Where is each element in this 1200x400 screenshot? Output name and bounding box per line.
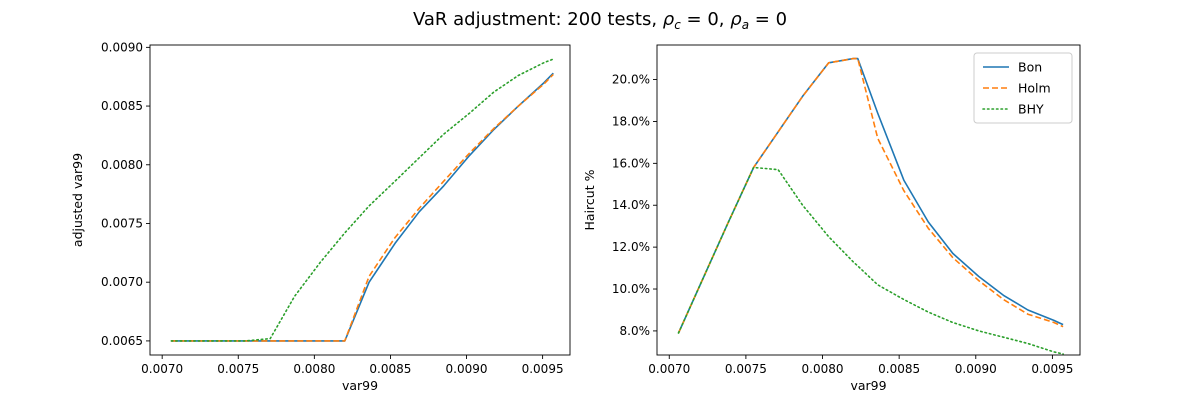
right-x-tick-label: 0.0075 [725,362,767,376]
title-rho-a-sub: a [742,18,749,32]
right-x-tick-label: 0.0090 [955,362,997,376]
right-chart-panel: 0.0070 0.0075 0.0080 0.0085 0.0090 0.0095 8.0%… [582,44,1081,393]
legend-label-holm: Holm [1018,81,1051,96]
title-rho-c-value: = 0, [681,9,730,30]
right-y-tick-label: 10.0% [612,282,650,296]
left-y-tick-label: 0.0065 [101,334,143,348]
left-x-tick-label: 0.0070 [141,362,183,376]
left-series-bon-line [171,72,554,342]
right-axes-frame [656,44,1081,356]
left-x-tick-label: 0.0085 [369,362,411,376]
right-x-tick-label: 0.0095 [1031,362,1073,376]
title-rho-a: ρ [730,9,742,30]
left-y-axis-label: adjusted var99 [70,153,85,247]
left-chart-panel: 0.0070 0.0075 0.0080 0.0085 0.0090 0.0095 0.00… [70,40,571,393]
right-x-tick-label: 0.0085 [878,362,920,376]
legend-box [973,52,1073,124]
left-y-tick-label: 0.0080 [101,158,143,172]
title-rho-c-sub: c [674,18,681,32]
title-main: VaR adjustment: 200 tests, [413,9,663,30]
left-y-tick-label: 0.0090 [101,40,143,54]
left-y-tick-label: 0.0070 [101,275,143,289]
right-y-tick-label: 20.0% [612,73,650,87]
left-y-tick-label: 0.0075 [101,216,143,230]
right-y-axis-label: Haircut % [582,169,597,230]
right-x-axis-label: var99 [850,378,886,393]
left-y-tick-label: 0.0085 [101,99,143,113]
title-rho-c: ρ [663,9,675,30]
left-x-tick-label: 0.0080 [293,362,335,376]
right-x-tick-label: 0.0080 [802,362,844,376]
left-x-tick-label: 0.0075 [217,362,259,376]
right-y-tick-label: 18.0% [612,114,650,128]
left-x-tick-label: 0.0095 [522,362,564,376]
right-x-tick-label: 0.0070 [648,362,690,376]
legend-label-bhy: BHY [1018,102,1044,117]
right-legend: Bon Holm BHY [973,52,1073,124]
right-y-tick-label: 12.0% [612,240,650,254]
legend-label-bon: Bon [1018,60,1042,75]
right-y-tick-label: 8.0% [620,324,651,338]
left-x-axis-label: var99 [342,378,378,393]
right-series-bhy-line [677,166,1064,355]
left-series-holm-line [171,73,554,342]
right-y-tick-label: 14.0% [612,198,650,212]
left-series-bhy-line [170,58,555,342]
left-axes-frame [149,44,571,356]
figure-title: VaR adjustment: 200 tests, ρc = 0, ρa = … [413,9,787,32]
title-rho-a-value: = 0 [749,9,787,30]
right-y-tick-label: 16.0% [612,156,650,170]
left-x-tick-label: 0.0090 [446,362,488,376]
